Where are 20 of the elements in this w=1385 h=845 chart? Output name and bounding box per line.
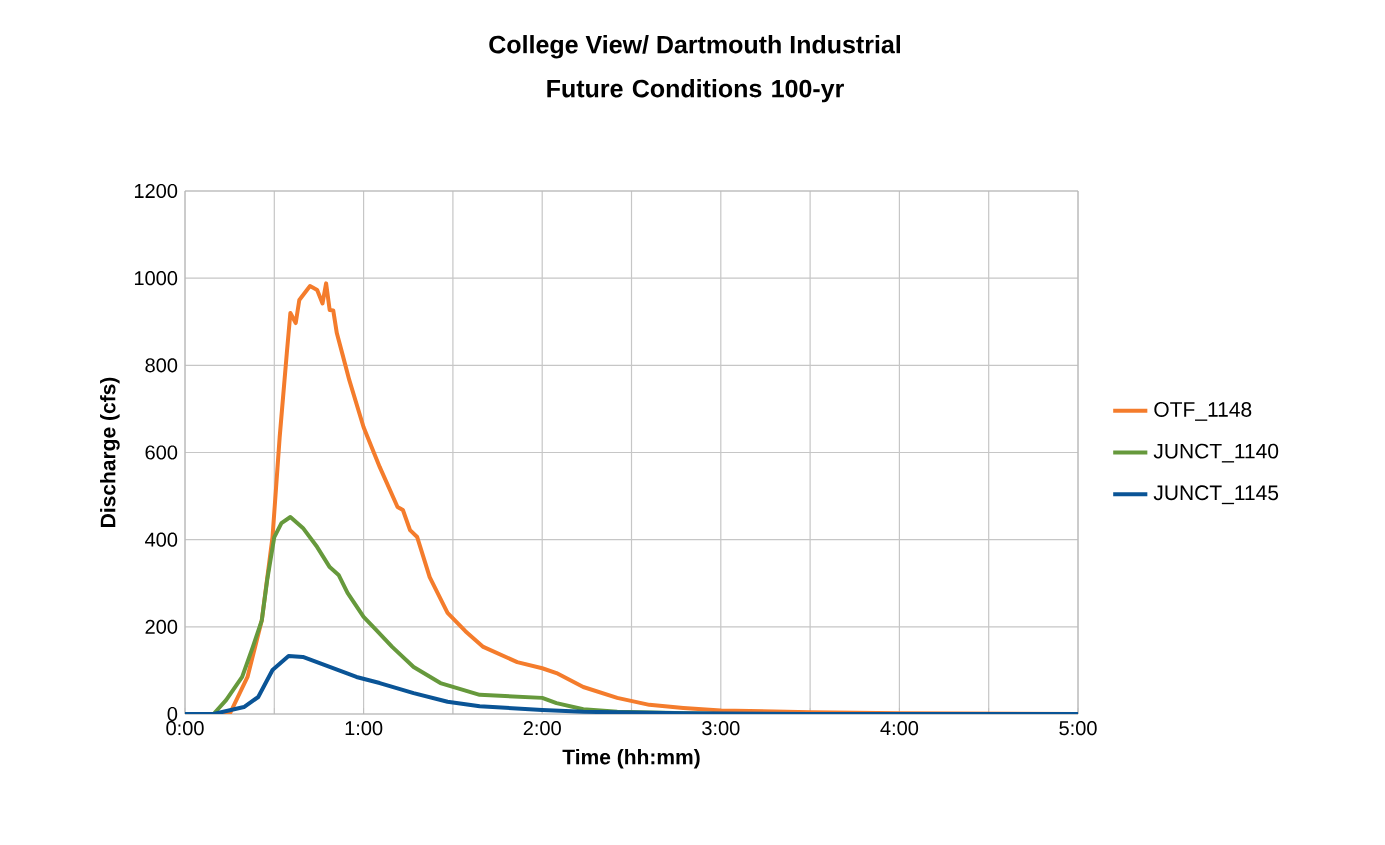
y-tick-label: 1200 [134, 183, 178, 199]
legend-label: JUNCT_1145 [1153, 485, 1279, 505]
y-tick-label: 0 [167, 706, 178, 722]
chart-subtitle: Future Conditions 100-yr [547, 79, 844, 103]
x-tick-label: 5:00 [1059, 721, 1097, 736]
y-tick-label: 1000 [134, 271, 178, 286]
x-axis-title: Time (hh:mm) [562, 748, 700, 769]
y-axis-title: Discharge (cfs) [100, 377, 120, 527]
y-tick-label: 600 [145, 445, 178, 460]
x-tick-label: 3:00 [702, 721, 740, 736]
x-tick-label: 1:00 [345, 721, 383, 736]
legend-label: JUNCT_1140 [1153, 443, 1279, 463]
y-tick-label: 800 [145, 358, 178, 373]
x-tick-label: 4:00 [880, 721, 919, 736]
legend-label: OTF_1148 [1154, 402, 1252, 421]
x-tick-label: 0:00 [166, 721, 204, 736]
x-tick-label: 2:00 [523, 721, 561, 736]
y-tick-label: 200 [145, 619, 178, 634]
chart-title: College View/ Dartmouth Industrial [489, 35, 900, 59]
y-tick-label: 400 [145, 532, 178, 547]
